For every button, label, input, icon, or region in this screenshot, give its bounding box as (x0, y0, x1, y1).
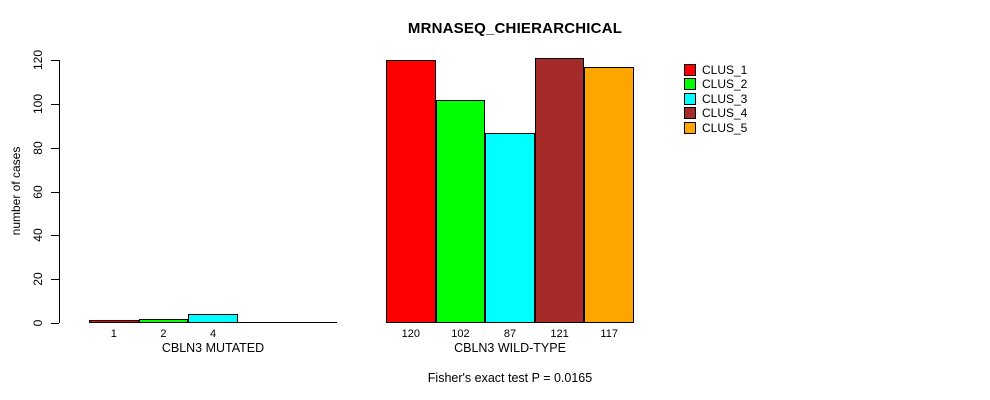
bar-value-label: 121 (550, 328, 569, 340)
bar-clus_4-group2 (534, 58, 585, 323)
bar-value-label: 117 (600, 328, 618, 340)
y-axis-label: number of cases (9, 146, 23, 236)
legend-label: CLUS_4 (702, 106, 748, 121)
y-tick (51, 191, 59, 193)
bar-value-label: 120 (401, 328, 420, 340)
bar-clus_3-group1 (188, 314, 238, 323)
y-tick (51, 323, 59, 324)
legend-label: CLUS_3 (702, 91, 748, 106)
bar-value-label: 2 (160, 328, 167, 340)
y-tick (51, 235, 59, 237)
bar-value-label: 4 (209, 328, 217, 340)
legend-row: CLUS_4 (684, 106, 748, 121)
legend-label: CLUS_5 (702, 120, 748, 135)
y-tick (51, 104, 59, 106)
legend-swatch-clus_1 (684, 64, 696, 76)
bar-clus_5-group2 (584, 67, 634, 323)
legend-swatch-clus_4 (684, 107, 696, 120)
legend-label: CLUS_1 (702, 63, 748, 77)
y-tick-label: 100 (31, 94, 45, 115)
y-axis-line (59, 60, 60, 323)
bar-clus_1-group2 (386, 60, 436, 323)
legend-row: CLUS_1 (684, 64, 747, 76)
legend-swatch-clus_3 (684, 92, 696, 105)
y-tick (51, 60, 59, 62)
footnote: Fisher's exact test P = 0.0165 (427, 371, 593, 385)
bar-value-label: 1 (110, 328, 117, 340)
y-tick-label: 60 (31, 185, 45, 199)
legend: CLUS_1 CLUS_2 CLUS_3 CLUS_4 CLUS_5 (684, 64, 747, 136)
bar-clus_2-group2 (435, 100, 486, 323)
y-tick-label: 40 (31, 228, 45, 243)
y-tick (51, 279, 59, 281)
legend-row: CLUS_3 (684, 91, 748, 106)
bar-clus_2-group1 (138, 319, 189, 323)
bar-value-label: 102 (451, 328, 470, 340)
y-tick-label: 20 (31, 272, 45, 286)
bar-clus_1-group1 (89, 320, 139, 323)
legend-row: CLUS_2 (684, 77, 748, 92)
legend-swatch-clus_2 (684, 78, 696, 91)
y-tick-label: 0 (31, 319, 45, 327)
legend-row: CLUS_5 (684, 120, 748, 135)
bar-clus_3-group2 (485, 133, 535, 323)
group-label: CBLN3 MUTATED (161, 341, 265, 355)
y-tick-label: 120 (31, 50, 45, 71)
group-label: CBLN3 WILD-TYPE (454, 341, 566, 355)
legend-swatch-clus_5 (684, 121, 696, 134)
chart-title: MRNASEQ_CHIERARCHICAL (407, 20, 623, 37)
y-tick-label: 80 (31, 141, 45, 155)
legend-label: CLUS_2 (702, 77, 748, 92)
y-tick (51, 147, 59, 149)
bar-value-label: 87 (503, 328, 517, 340)
